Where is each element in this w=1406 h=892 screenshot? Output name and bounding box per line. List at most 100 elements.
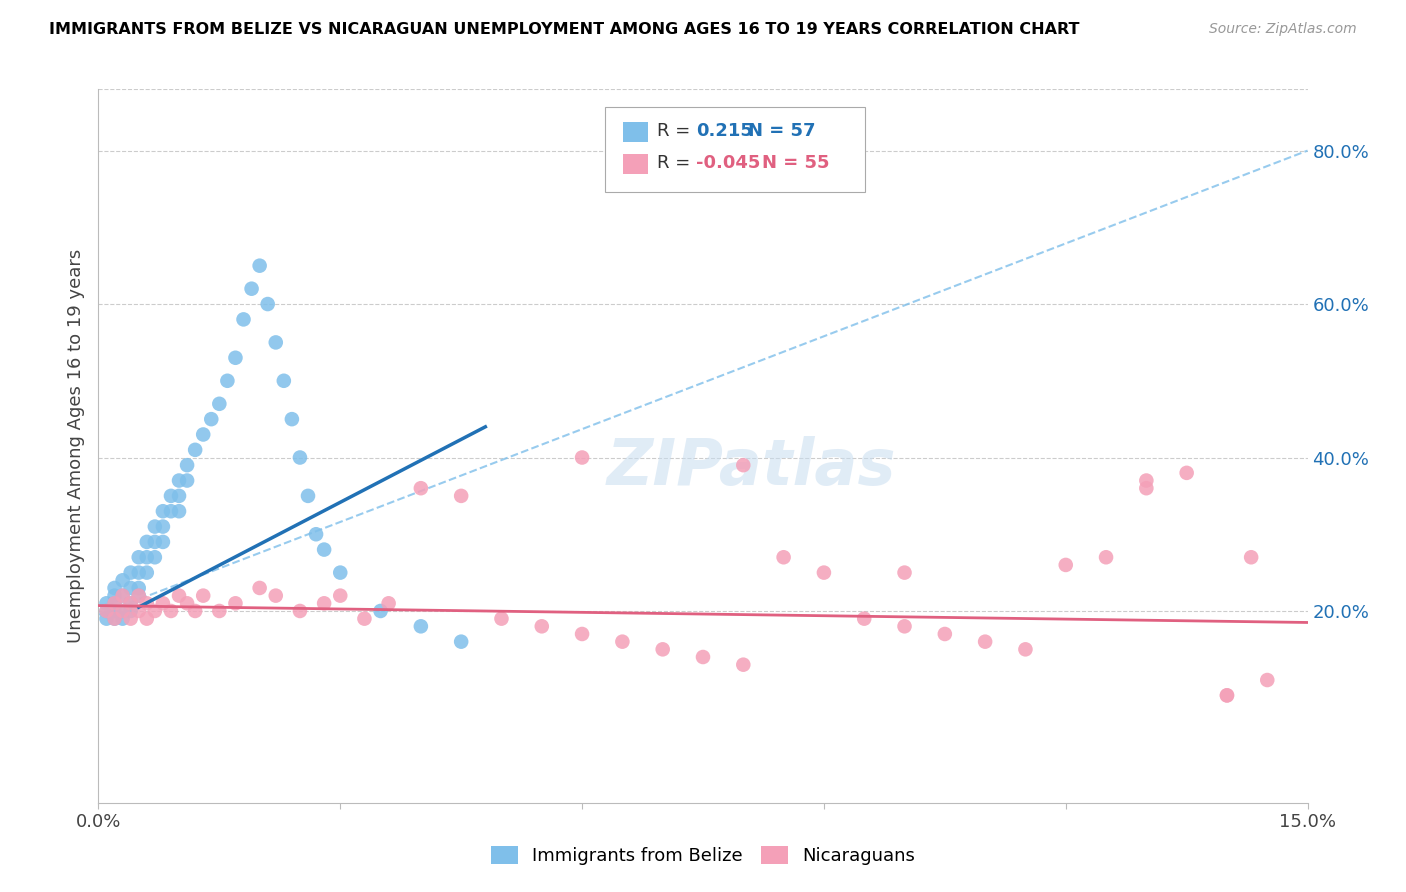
Point <box>491 612 513 626</box>
Point <box>103 612 125 626</box>
Point <box>167 489 190 503</box>
Point <box>224 596 246 610</box>
Point <box>273 374 295 388</box>
Text: Source: ZipAtlas.com: Source: ZipAtlas.com <box>1209 22 1357 37</box>
Point <box>1135 481 1157 495</box>
Point <box>120 612 142 626</box>
Point <box>377 596 399 610</box>
Point <box>813 566 835 580</box>
Point <box>1135 474 1157 488</box>
Point <box>160 504 183 518</box>
Point <box>571 627 593 641</box>
Point <box>128 604 150 618</box>
Point <box>128 550 150 565</box>
Text: IMMIGRANTS FROM BELIZE VS NICARAGUAN UNEMPLOYMENT AMONG AGES 16 TO 19 YEARS CORR: IMMIGRANTS FROM BELIZE VS NICARAGUAN UNE… <box>49 22 1080 37</box>
Point <box>120 566 142 580</box>
Point <box>143 550 166 565</box>
Point <box>409 619 432 633</box>
Point <box>103 589 125 603</box>
Point <box>193 427 215 442</box>
Point <box>143 519 166 533</box>
Point <box>264 335 287 350</box>
Point <box>200 412 222 426</box>
Point <box>111 604 134 618</box>
Text: R =: R = <box>657 122 690 140</box>
Point <box>111 612 134 626</box>
Text: -0.045: -0.045 <box>696 154 761 172</box>
Point <box>934 627 956 641</box>
Point <box>128 589 150 603</box>
Point <box>135 535 157 549</box>
Point <box>314 596 336 610</box>
Point <box>103 596 125 610</box>
Point <box>314 542 336 557</box>
Point <box>1216 689 1239 703</box>
Point <box>370 604 392 618</box>
Point <box>176 458 198 473</box>
Point <box>240 282 263 296</box>
Point <box>96 604 118 618</box>
Point <box>103 596 125 610</box>
Point <box>353 612 375 626</box>
Point <box>103 604 125 618</box>
Point <box>974 634 997 648</box>
Legend: Immigrants from Belize, Nicaraguans: Immigrants from Belize, Nicaraguans <box>484 838 922 872</box>
Text: ZIPatlas: ZIPatlas <box>606 436 896 499</box>
Text: 0.215: 0.215 <box>696 122 752 140</box>
Point <box>450 634 472 648</box>
Point <box>281 412 304 426</box>
Point <box>1240 550 1263 565</box>
Point <box>152 535 174 549</box>
Point <box>143 535 166 549</box>
Point <box>1095 550 1118 565</box>
Point <box>128 581 150 595</box>
Point <box>224 351 246 365</box>
Point <box>288 604 311 618</box>
Point <box>264 589 287 603</box>
Point <box>1054 558 1077 572</box>
Point <box>217 374 239 388</box>
Point <box>1256 673 1278 687</box>
Point <box>143 604 166 618</box>
Text: N = 57: N = 57 <box>748 122 815 140</box>
Point <box>329 589 352 603</box>
Point <box>128 589 150 603</box>
Point <box>111 589 134 603</box>
Point <box>135 566 157 580</box>
Point <box>135 612 157 626</box>
Point <box>733 458 755 473</box>
Point <box>167 474 190 488</box>
Point <box>120 596 142 610</box>
Point <box>176 596 198 610</box>
Point <box>249 259 271 273</box>
Point <box>111 574 134 588</box>
Point <box>256 297 278 311</box>
Point <box>651 642 673 657</box>
Point <box>120 604 142 618</box>
Point <box>305 527 328 541</box>
Point <box>853 612 876 626</box>
Point <box>184 442 207 457</box>
Point <box>152 504 174 518</box>
Point <box>111 589 134 603</box>
Point <box>120 596 142 610</box>
Point <box>176 474 198 488</box>
Point <box>297 489 319 503</box>
Point <box>329 566 352 580</box>
Point <box>96 604 118 618</box>
Point <box>193 589 215 603</box>
Point <box>208 604 231 618</box>
Point <box>249 581 271 595</box>
Point <box>96 596 118 610</box>
Point <box>96 612 118 626</box>
Point <box>893 566 915 580</box>
Point <box>530 619 553 633</box>
Point <box>409 481 432 495</box>
Point <box>103 612 125 626</box>
Point <box>152 519 174 533</box>
Text: N = 55: N = 55 <box>762 154 830 172</box>
Point <box>167 504 190 518</box>
Point <box>450 489 472 503</box>
Point <box>103 581 125 595</box>
Text: R =: R = <box>657 154 690 172</box>
